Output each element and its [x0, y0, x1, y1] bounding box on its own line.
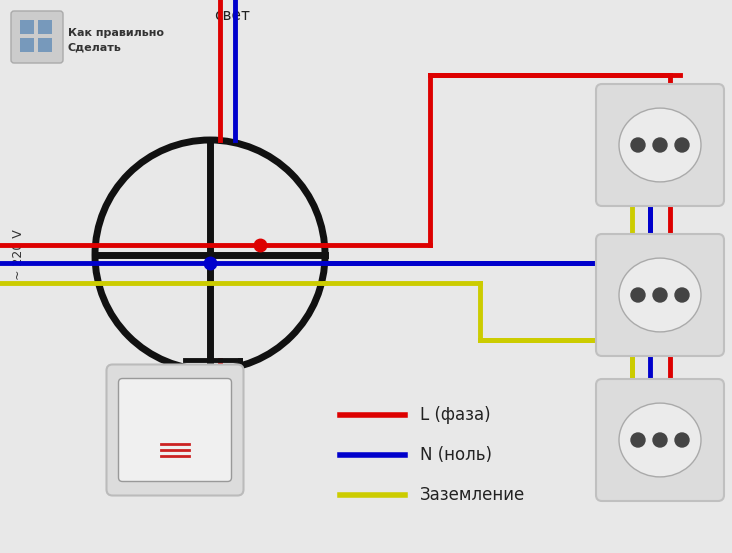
Circle shape [631, 288, 645, 302]
Text: ~ 220 V: ~ 220 V [12, 229, 25, 280]
Text: L (фаза): L (фаза) [420, 406, 490, 424]
FancyBboxPatch shape [38, 38, 52, 52]
Ellipse shape [619, 108, 701, 182]
Circle shape [675, 138, 689, 152]
Circle shape [631, 138, 645, 152]
FancyBboxPatch shape [596, 379, 724, 501]
FancyBboxPatch shape [11, 11, 63, 63]
Text: свет: свет [214, 8, 250, 23]
Circle shape [653, 138, 667, 152]
Circle shape [675, 288, 689, 302]
FancyBboxPatch shape [119, 378, 231, 482]
Ellipse shape [619, 258, 701, 332]
Text: Как правильно: Как правильно [68, 28, 164, 38]
FancyBboxPatch shape [596, 234, 724, 356]
FancyBboxPatch shape [106, 364, 244, 495]
FancyBboxPatch shape [20, 20, 34, 34]
Circle shape [675, 433, 689, 447]
Text: Заземление: Заземление [420, 486, 526, 504]
FancyBboxPatch shape [38, 20, 52, 34]
FancyBboxPatch shape [20, 38, 34, 52]
Text: N (ноль): N (ноль) [420, 446, 492, 464]
Text: Сделать: Сделать [68, 43, 122, 53]
Circle shape [631, 433, 645, 447]
Circle shape [653, 433, 667, 447]
FancyBboxPatch shape [596, 84, 724, 206]
Circle shape [653, 288, 667, 302]
Ellipse shape [619, 403, 701, 477]
